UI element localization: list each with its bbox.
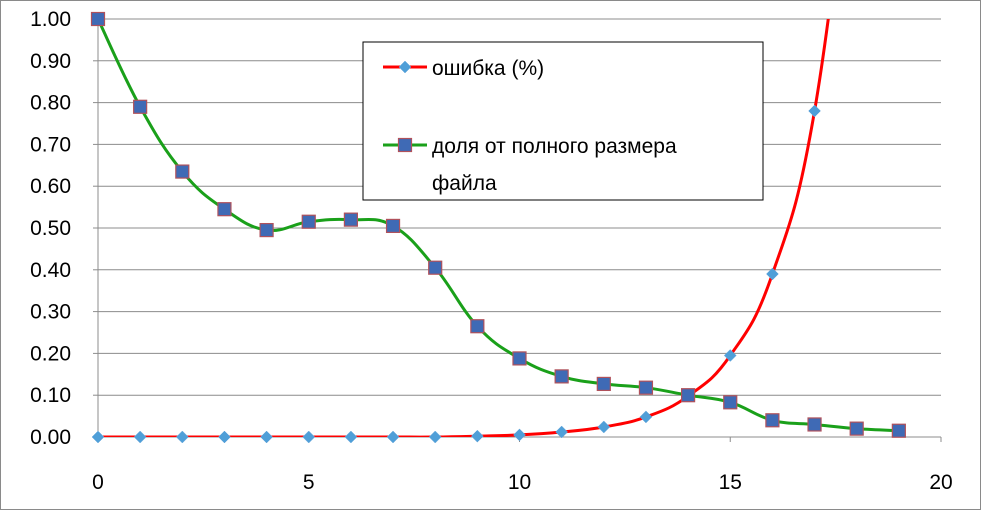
series-1-point: [260, 430, 273, 444]
series-1-point: [91, 430, 105, 444]
legend-swatch-marker: [398, 60, 412, 74]
y-tick-label: 0.30: [30, 301, 71, 324]
series-1-point: [766, 267, 779, 281]
x-tick-label: 5: [303, 471, 315, 494]
series-1-point: [302, 430, 316, 444]
series-1-point: [344, 430, 358, 444]
y-tick-label: 0.80: [30, 92, 71, 115]
y-tick-label: 0.50: [30, 217, 71, 240]
y-tick-label: 0.90: [30, 50, 71, 73]
series-1-point: [386, 430, 400, 444]
x-tick-label: 10: [508, 471, 531, 494]
series-1-point: [470, 429, 484, 443]
y-tick-label: 0.20: [30, 342, 71, 365]
series-2-point: [512, 351, 527, 366]
series-2-point: [680, 388, 696, 403]
x-tick-label: 15: [719, 471, 742, 494]
series-2-point: [596, 376, 611, 392]
y-tick-label: 0.10: [30, 384, 71, 407]
series-2-point: [807, 417, 822, 432]
y-tick-label: 0.60: [30, 175, 71, 198]
series-2-point: [638, 380, 654, 395]
series-2-point: [428, 260, 443, 275]
legend-swatch-marker: [397, 137, 413, 153]
series-2-point: [470, 319, 485, 334]
series-1-point: [175, 430, 189, 444]
legend-box: [362, 41, 764, 201]
series-2-point: [891, 423, 906, 438]
series-1-point: [808, 104, 821, 118]
series-2-point: [723, 395, 738, 410]
legend-label: ошибка (%): [432, 57, 544, 80]
series-2-point: [849, 421, 864, 436]
x-tick-label: 20: [929, 471, 952, 494]
series-2-point: [259, 222, 274, 238]
y-tick-label: 0.00: [30, 426, 71, 449]
series-2-point: [133, 99, 148, 114]
series-2-point: [217, 202, 232, 217]
series-1-point: [723, 349, 737, 362]
series-1-point: [133, 430, 147, 444]
legend-label: доля от полного размера: [432, 135, 677, 158]
y-tick-label: 1.00: [30, 8, 71, 31]
series-2-point: [343, 212, 358, 227]
series-2-point: [385, 218, 401, 234]
series-2-point: [301, 214, 316, 229]
series-2-point: [90, 11, 106, 27]
marker-layer: [90, 11, 906, 444]
series-1-point: [513, 428, 526, 442]
legend: ошибка (%) доля от полного размера файла: [362, 41, 764, 201]
series-2-point: [765, 413, 780, 428]
series-2-point: [554, 369, 569, 384]
series-1-point: [218, 430, 231, 444]
y-tick-label: 0.70: [30, 133, 71, 156]
series-2-point: [175, 164, 190, 179]
series-1-point: [555, 425, 569, 439]
series-1-point: [428, 430, 442, 444]
axes: 0.00 0.10 0.20 0.30 0.40 0.50 0.60 0.70 0.80 0.90…: [30, 8, 953, 494]
series-1-point: [597, 420, 611, 434]
y-tick-label: 0.40: [30, 259, 71, 282]
series-1-point: [639, 410, 653, 424]
x-tick-label: 0: [92, 471, 104, 494]
legend-label: файла: [432, 172, 497, 195]
